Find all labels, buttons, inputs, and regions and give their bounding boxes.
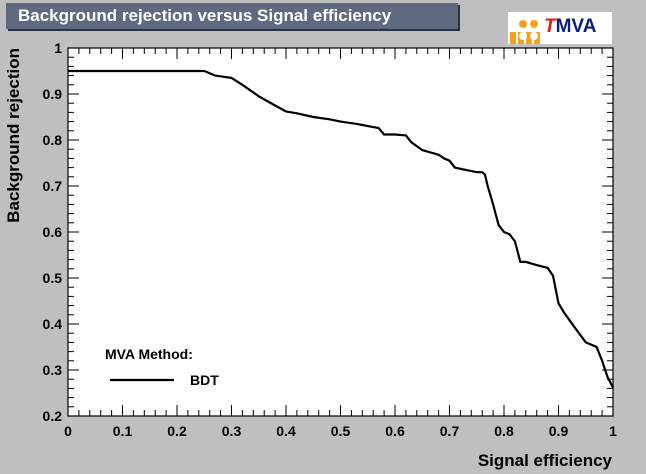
x-tick-label: 0.8 <box>494 423 514 439</box>
x-tick-label: 0.7 <box>440 423 460 439</box>
logo-letters-mva: MVA <box>555 16 597 37</box>
y-tick-label: 0.5 <box>43 270 63 286</box>
legend-title: MVA Method: <box>105 346 193 362</box>
y-tick-label: 1 <box>54 40 62 56</box>
chart-title-box: Background rejection versus Signal effic… <box>6 3 458 29</box>
y-axis-title: Background rejection <box>4 48 23 223</box>
y-tick-label: 0.2 <box>43 408 63 424</box>
x-tick-label: 0.6 <box>385 423 405 439</box>
y-tick-label: 0.9 <box>43 86 63 102</box>
series-line-bdt <box>68 69 614 389</box>
x-tick-labels: 0 0.1 0.2 0.3 0.4 0.5 0.6 0.7 0.8 0.9 1 <box>64 423 617 439</box>
x-tick-label: 0.4 <box>276 423 296 439</box>
x-tick-label: 0.9 <box>549 423 569 439</box>
y-tick-labels: 0.2 0.3 0.4 0.5 0.6 0.7 0.8 0.9 1 <box>43 40 63 424</box>
plot-frame <box>67 47 614 417</box>
x-tick-label: 0.3 <box>222 423 242 439</box>
x-tick-label: 0.1 <box>113 423 133 439</box>
legend-label-bdt: BDT <box>190 372 219 388</box>
x-tick-label: 0.5 <box>331 423 351 439</box>
logo-text: TMVA <box>544 16 596 38</box>
y-tick-label: 0.3 <box>43 362 63 378</box>
x-axis-title: Signal efficiency <box>478 451 613 470</box>
y-tick-label: 0.6 <box>43 224 63 240</box>
y-tick-label: 0.8 <box>43 132 63 148</box>
y-tick-label: 0.7 <box>43 178 63 194</box>
y-tick-label: 0.4 <box>43 316 63 332</box>
x-tick-label: 0.2 <box>167 423 187 439</box>
logo-letter-t: T <box>544 16 556 37</box>
x-tick-label: 0 <box>64 423 72 439</box>
logo-graphic <box>510 20 540 44</box>
x-tick-label: 1 <box>609 423 617 439</box>
axis-ticks <box>67 47 614 417</box>
chart-title: Background rejection versus Signal effic… <box>18 6 392 25</box>
tmva-logo: TMVA <box>508 12 612 44</box>
